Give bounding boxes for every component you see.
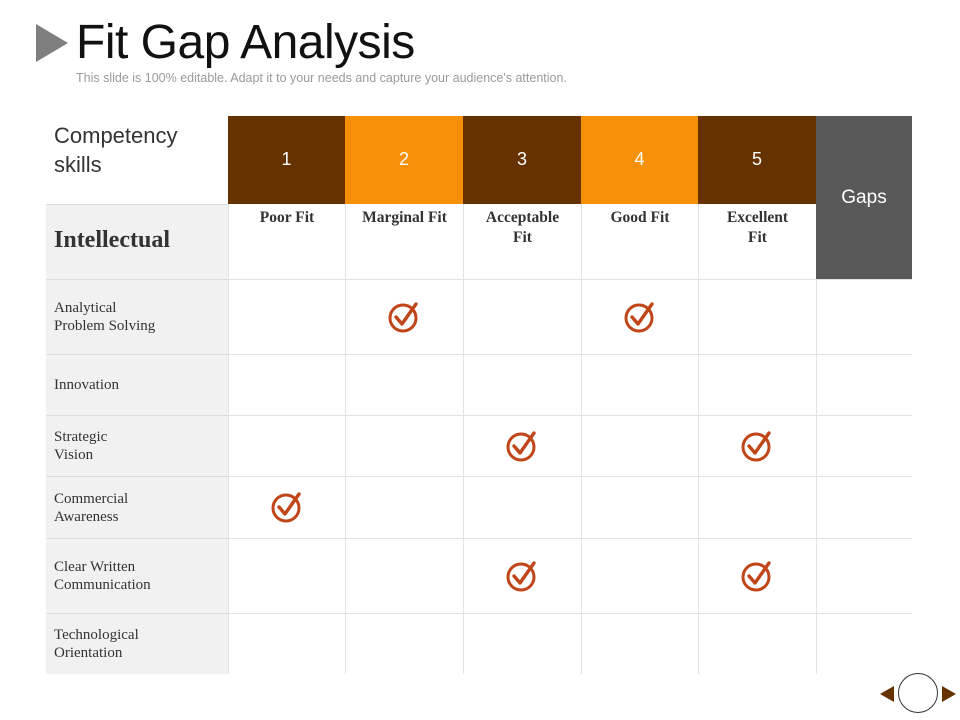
row-label: Clear Written Communication xyxy=(46,538,228,613)
score-label: 2 xyxy=(398,148,409,169)
row-label: Commercial Awareness xyxy=(46,476,228,538)
column-divider xyxy=(698,204,699,674)
checkmark-icon xyxy=(271,492,301,523)
column-divider xyxy=(581,204,582,674)
fit-gap-table: Competency skills 1 2 3 4 5 Gaps Intelle… xyxy=(46,116,912,674)
home-circle-icon[interactable] xyxy=(898,673,938,713)
row-divider xyxy=(228,415,912,416)
title-marker-icon xyxy=(36,24,68,62)
column-divider xyxy=(463,204,464,674)
checkmark-icon xyxy=(624,301,654,332)
row-label: Innovation xyxy=(46,354,228,415)
row-divider xyxy=(228,354,912,355)
next-slide-icon[interactable] xyxy=(942,686,956,702)
competency-header: Competency skills xyxy=(46,116,228,204)
row-divider xyxy=(228,613,912,614)
row-divider xyxy=(228,279,912,280)
fit-label-poor: Poor Fit xyxy=(228,204,345,279)
checkmark-icon xyxy=(741,560,771,591)
page-title: Fit Gap Analysis xyxy=(76,16,415,69)
checkmark-icon xyxy=(741,430,771,461)
score-label: 1 xyxy=(281,148,292,169)
column-divider xyxy=(228,204,229,674)
score-label: 4 xyxy=(634,148,645,169)
gaps-header: Gaps xyxy=(816,116,912,279)
column-divider xyxy=(816,279,817,674)
fit-label-acceptable: Acceptable Fit xyxy=(463,204,581,279)
score-header-2: 2 xyxy=(345,116,463,204)
previous-slide-icon[interactable] xyxy=(880,686,894,702)
section-label-intellectual: Intellectual xyxy=(46,204,228,279)
fit-label-excellent: Excellent Fit xyxy=(698,204,816,279)
row-divider xyxy=(228,476,912,477)
score-header-1: 1 xyxy=(228,116,345,204)
score-header-5: 5 xyxy=(698,116,816,204)
score-label: 5 xyxy=(751,148,762,169)
score-header-4: 4 xyxy=(581,116,698,204)
score-label: 3 xyxy=(516,148,527,169)
checkmark-icon xyxy=(388,301,418,332)
checkmark-icon xyxy=(506,430,536,461)
row-label: Technological Orientation xyxy=(46,613,228,674)
fit-label-marginal: Marginal Fit xyxy=(345,204,463,279)
page-subtitle: This slide is 100% editable. Adapt it to… xyxy=(76,71,567,85)
checkmark-icon xyxy=(506,560,536,591)
row-divider xyxy=(228,538,912,539)
fit-label-good: Good Fit xyxy=(581,204,698,279)
row-label: Strategic Vision xyxy=(46,415,228,476)
score-header-3: 3 xyxy=(463,116,581,204)
column-divider xyxy=(345,204,346,674)
row-label: Analytical Problem Solving xyxy=(46,279,228,354)
